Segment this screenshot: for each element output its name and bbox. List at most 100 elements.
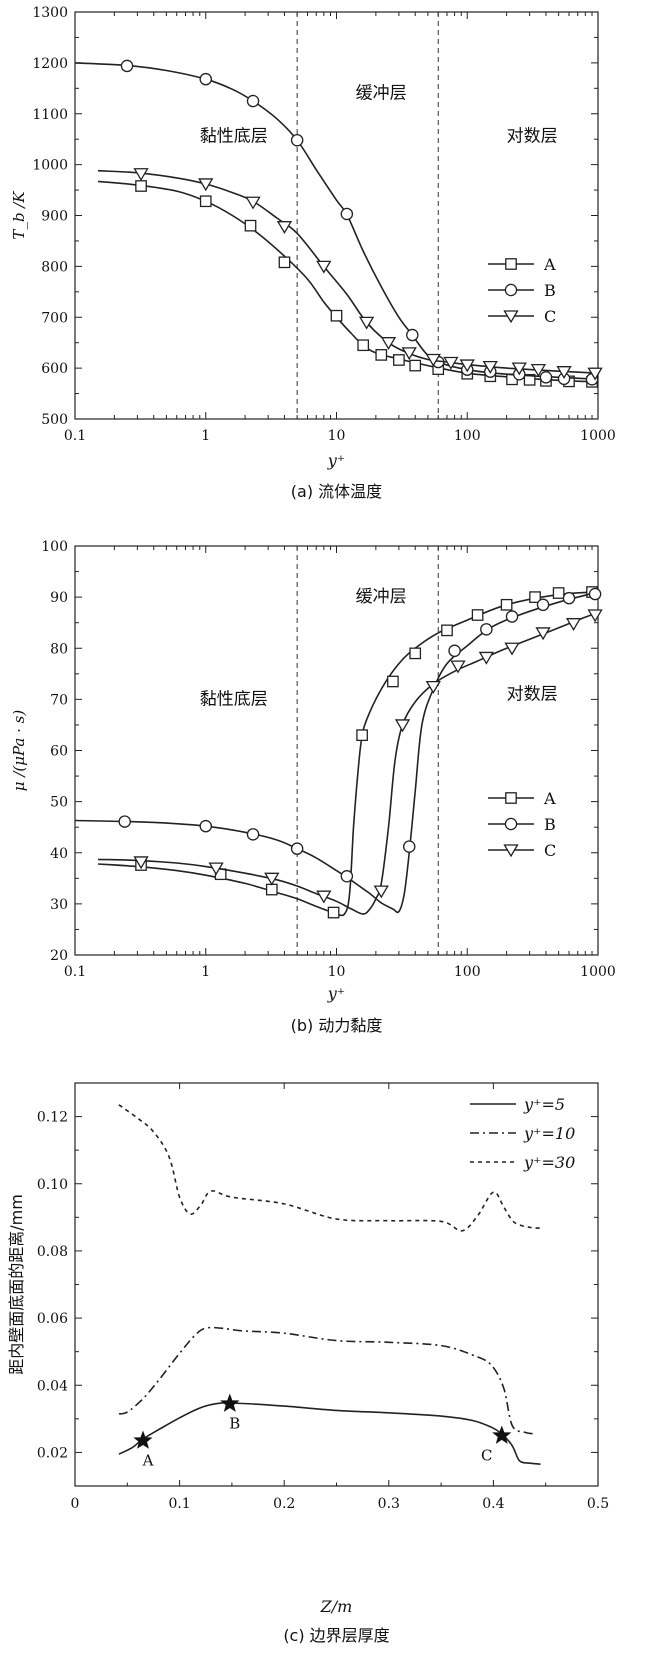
legend-label: A: [543, 255, 556, 274]
x-tick-label: 0.1: [168, 1496, 190, 1512]
y-tick-label: 40: [50, 846, 68, 862]
y-tick-label: 50: [50, 795, 68, 811]
data-point-A: [135, 180, 147, 192]
star-marker-B: [220, 1393, 240, 1412]
legend-label: B: [544, 815, 556, 834]
chart-panel-0: 0.1 1 10 100 1000 500 600 700 800 900 1000 1100 1200…: [10, 5, 616, 501]
data-point-B: [480, 623, 493, 636]
data-point-C: [504, 642, 520, 656]
x-tick-label: 0.2: [273, 1496, 295, 1512]
region-label: 对数层: [507, 684, 558, 704]
legend-label: A: [543, 789, 556, 808]
data-point-B: [340, 207, 354, 221]
region-label: 缓冲层: [356, 83, 407, 103]
data-point-C: [587, 609, 603, 623]
data-point-B: [562, 591, 576, 605]
y-tick-label: 0.04: [37, 1378, 68, 1394]
data-point-C: [245, 196, 261, 210]
series-line-y10: [118, 1326, 536, 1435]
data-point-B: [340, 870, 354, 883]
data-point-C: [478, 651, 494, 665]
data-point-B: [402, 840, 416, 853]
star-marker-A: [133, 1430, 153, 1449]
y-tick-label: 800: [41, 259, 68, 275]
data-point-A: [393, 354, 405, 366]
y-axis-label: 距内壁面底面的距离/mm: [7, 1194, 26, 1375]
y-tick-label: 100: [41, 539, 68, 555]
data-point-A: [327, 906, 340, 919]
legend-marker-C: [503, 844, 519, 858]
x-axis-label: y⁺: [327, 451, 345, 470]
data-point-A: [409, 359, 422, 372]
data-point-B: [290, 133, 304, 147]
legend-marker-A: [505, 258, 517, 270]
data-point-C: [198, 178, 214, 192]
data-point-A: [441, 624, 453, 637]
annotation-label: C: [481, 1447, 492, 1465]
data-point-C: [587, 367, 603, 381]
series-line-y5: [118, 1402, 541, 1465]
data-point-A: [471, 609, 484, 621]
y-axis-label: T_b /K: [10, 191, 28, 240]
data-point-A: [523, 373, 536, 386]
legend-label: y⁺=5: [523, 1095, 565, 1114]
chart-panel-1: 0.1 1 10 100 1000 20 30 40 50 60 70 80 90 100 黏性底层 缓冲层对…: [10, 539, 616, 1035]
legend-label: C: [544, 841, 556, 860]
data-point-A: [375, 349, 388, 361]
legend-marker-B: [504, 283, 518, 297]
series-line-C: [97, 611, 599, 915]
legend-marker-C: [503, 310, 519, 324]
data-point-A: [387, 675, 399, 688]
x-tick-label: 1: [201, 964, 210, 980]
x-tick-label: 100: [454, 964, 481, 980]
series-line-B: [74, 62, 599, 381]
annotation-label: B: [229, 1415, 240, 1433]
data-point-C: [535, 627, 551, 641]
data-point-A: [265, 883, 278, 896]
series-line-B: [74, 591, 599, 914]
data-point-A: [500, 598, 513, 611]
data-point-B: [290, 842, 304, 855]
data-point-C: [264, 872, 280, 886]
x-tick-label: 0.1: [64, 428, 86, 444]
data-point-C: [316, 260, 332, 274]
data-point-B: [199, 819, 212, 833]
y-tick-label: 70: [50, 692, 68, 708]
data-point-C: [133, 168, 149, 182]
data-point-C: [401, 347, 417, 361]
series-line-C: [97, 169, 599, 374]
data-point-A: [357, 339, 370, 352]
plot-frame: [74, 11, 599, 420]
y-tick-label: 700: [41, 310, 68, 326]
legend-marker-A: [505, 792, 517, 804]
data-point-A: [409, 647, 422, 660]
y-tick-label: 1300: [32, 5, 68, 21]
x-tick-label: 1: [201, 428, 210, 444]
y-tick-label: 1200: [32, 56, 68, 72]
data-point-B: [199, 72, 212, 86]
data-point-B: [120, 59, 134, 73]
figure-caption: (a) 流体温度: [291, 482, 382, 501]
data-point-B: [505, 610, 519, 623]
data-point-A: [278, 256, 291, 269]
data-point-A: [330, 309, 343, 322]
x-tick-label: 1000: [580, 428, 616, 444]
y-tick-label: 80: [50, 641, 68, 657]
data-point-A: [356, 729, 368, 742]
y-tick-label: 0.08: [37, 1244, 68, 1260]
data-point-C: [380, 337, 397, 350]
x-tick-label: 1000: [580, 964, 616, 980]
y-tick-label: 30: [50, 897, 68, 913]
x-tick-label: 0.3: [378, 1496, 400, 1512]
data-point-B: [448, 644, 461, 658]
data-point-C: [133, 856, 149, 870]
y-tick-label: 20: [50, 948, 68, 964]
region-label: 对数层: [507, 127, 558, 147]
data-point-C: [565, 618, 582, 631]
data-point-B: [536, 598, 550, 612]
chart-panel-2: 0 0.1 0.2 0.3 0.4 0.5 0.02 0.04 0.06 0.08 0.10 0.12…: [7, 1082, 609, 1645]
x-tick-label: 0.5: [587, 1496, 609, 1512]
data-point-B: [118, 815, 131, 828]
region-label: 黏性底层: [200, 689, 268, 709]
